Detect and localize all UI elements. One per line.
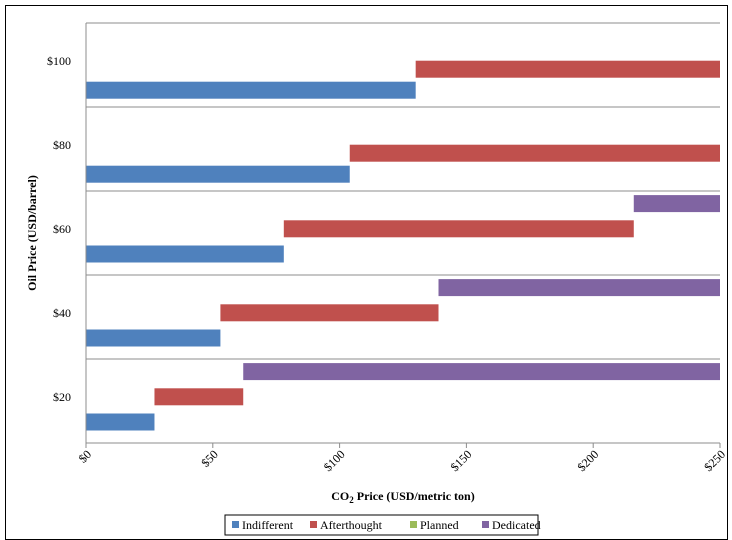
category-separators: [86, 22, 720, 360]
y-tick-label: $40: [53, 306, 71, 320]
bar-dedicated-40: [438, 279, 720, 297]
x-tick-label: $200: [574, 447, 601, 474]
legend-swatch-indifferent: [232, 521, 239, 528]
x-tick-label: $0: [76, 447, 94, 465]
legend: Indifferent Afterthought Planned Dedicated: [224, 514, 541, 536]
y-tick-label: $80: [53, 138, 71, 152]
bar-afterthought-80: [349, 144, 720, 162]
x-tick-label: $50: [198, 447, 221, 470]
bar-afterthought-100: [415, 60, 720, 78]
bar-indifferent-100: [86, 81, 416, 99]
y-tick-label: $100: [47, 54, 71, 68]
legend-swatch-afterthought: [310, 521, 317, 528]
x-tick-label: $100: [321, 447, 348, 474]
legend-label-indifferent: Indifferent: [242, 518, 294, 532]
legend-label-planned: Planned: [420, 518, 459, 532]
bar-indifferent-20: [86, 413, 155, 431]
legend-box: [224, 514, 539, 536]
legend-label-afterthought: Afterthought: [320, 518, 383, 532]
legend-swatch-planned: [410, 521, 417, 528]
bar-indifferent-40: [86, 329, 221, 347]
bar-indifferent-80: [86, 165, 350, 183]
x-tick-label: $150: [448, 447, 475, 474]
bar-afterthought-20: [154, 388, 244, 406]
bar-afterthought-40: [220, 304, 439, 322]
bar-indifferent-60: [86, 245, 284, 263]
bars: [86, 60, 720, 431]
bar-afterthought-60: [283, 220, 634, 238]
y-tick-label: $60: [53, 222, 71, 236]
legend-label-dedicated: Dedicated: [492, 518, 541, 532]
legend-swatch-dedicated: [482, 521, 489, 528]
x-tick-label: $250: [701, 447, 728, 474]
bar-dedicated-20: [243, 363, 720, 381]
y-axis-title: Oil Price (USD/barrel): [25, 175, 39, 291]
y-tick-label: $20: [53, 390, 71, 404]
x-axis-title: CO2 Price (USD/metric ton): [331, 489, 474, 505]
bar-dedicated-60: [633, 195, 720, 213]
